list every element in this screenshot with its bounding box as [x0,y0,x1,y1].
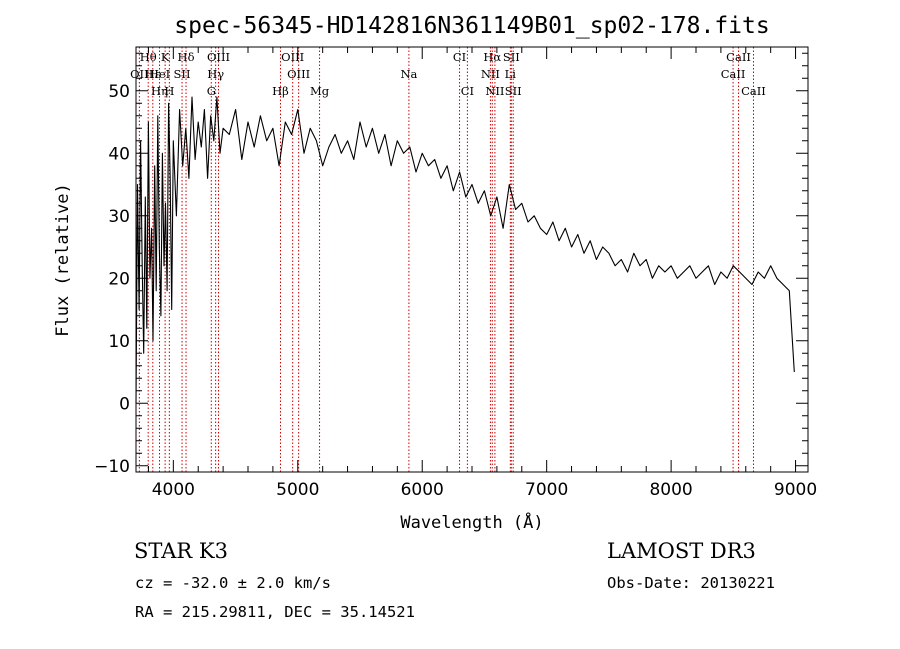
y-tick-label: 50 [108,82,130,102]
x-tick-label: 6000 [401,480,444,500]
spectral-line-label: Hα [483,50,501,64]
y-tick-label: 40 [108,144,130,164]
spectral-line-label: Mg [310,84,330,98]
spectral-line-label: OIII [287,67,310,81]
plot-frame [135,46,809,473]
spectral-line-label: CaII [741,84,766,98]
x-tick-label: 4000 [152,480,195,500]
spectral-line-label: SII [505,84,522,98]
spectral-line-label: Hε [145,67,161,81]
x-tick-label: 8000 [649,480,692,500]
y-tick-label: 30 [108,207,130,227]
spectral-line-label: CI [461,84,474,98]
redshift-text: cz = -32.0 ± 2.0 km/s [135,574,331,592]
spectral-line-label: CaII [721,67,746,81]
spectrum-line [135,96,795,404]
spectral-line-label: SII [503,50,520,64]
spectral-line-label: K [161,50,170,64]
spectral-line-label: CI [453,50,466,64]
spectral-line-markers [138,47,754,472]
y-tick-label: 10 [108,332,130,352]
obs-date: Obs-Date: 20130221 [607,574,775,592]
x-tick-label: 5000 [276,480,319,500]
spectral-line-label: Na [400,67,417,81]
chart-title: spec-56345-HD142816N361149B01_sp02-178.f… [174,13,769,39]
spectral-line-label: NII [481,67,500,81]
spectral-line-label: G [207,84,216,98]
x-tick-label: 9000 [774,480,817,500]
spectral-line-label: Hβ [272,84,289,98]
spectral-line-label: SII [174,67,191,81]
spectral-line-label: Hγ [207,67,224,81]
y-tick-label: 20 [108,269,130,289]
x-axis-title: Wavelength (Å) [400,511,543,533]
object-class: STAR K3 [134,539,228,563]
spectral-line-label: OIII [281,50,304,64]
y-tick-label: −10 [94,457,130,477]
spectral-line-label: CaII [726,50,751,64]
spectral-line-label: OIII [207,50,230,64]
coordinates-text: RA = 215.29811, DEC = 35.14521 [135,603,415,621]
spectral-line-label: Hη [151,84,168,98]
y-tick-label: 0 [119,394,130,414]
spectrum-layer [135,96,795,404]
y-axis-title: Flux (relative) [53,183,73,337]
spectral-line-label: NII [485,84,504,98]
axis-ticks [136,47,808,472]
spectral-line-label: Hθ [140,50,157,64]
survey-name: LAMOST DR3 [607,539,756,563]
spectral-line-label: Hδ [178,50,195,64]
axis-tick-labels: 4000 5000 6000 7000 8000 9000 −10 0 10 20 30 40 50 [94,82,817,500]
x-tick-label: 7000 [525,480,568,500]
spectral-line-label: H [164,84,174,98]
spectral-line-label: HeI [149,67,170,81]
spectral-line-label: OII [130,67,149,81]
spectral-line-label: Li [505,67,517,81]
